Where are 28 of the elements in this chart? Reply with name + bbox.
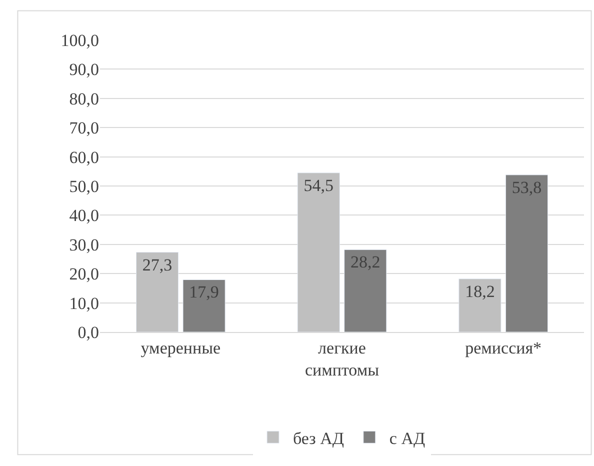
bar <box>136 252 179 332</box>
y-tick-label: 100,0 <box>60 30 99 50</box>
y-tick-label: 20,0 <box>69 264 99 284</box>
y-tick-label: 90,0 <box>69 60 99 80</box>
data-label: 18,2 <box>465 282 495 301</box>
y-tick-label: 10,0 <box>69 294 99 313</box>
y-tick-label: 60,0 <box>69 148 99 167</box>
bar <box>458 278 502 332</box>
bar <box>297 172 340 332</box>
bar <box>505 174 548 332</box>
bar <box>344 249 387 332</box>
y-tick-label: 40,0 <box>69 206 99 226</box>
data-label: 27,3 <box>142 255 172 274</box>
x-tick-label: ремиссия* <box>465 338 542 358</box>
data-label: 28,2 <box>350 252 380 272</box>
x-tick-label: легкие симптомы <box>304 338 380 380</box>
y-tick-label: 70,0 <box>69 118 99 138</box>
y-tick-label: 80,0 <box>69 89 99 108</box>
y-tick-label: 30,0 <box>69 235 99 254</box>
data-label: 54,5 <box>304 176 334 195</box>
y-tick-label: 0,0 <box>78 322 99 342</box>
data-label: 17,9 <box>189 282 219 302</box>
bar <box>182 279 226 332</box>
y-tick-label: 50,0 <box>69 176 99 196</box>
legend-label: с АД <box>389 428 426 448</box>
legend-label: без АД <box>293 428 344 448</box>
x-tick-label: умеренные <box>140 338 221 358</box>
data-label: 53,8 <box>512 178 542 197</box>
